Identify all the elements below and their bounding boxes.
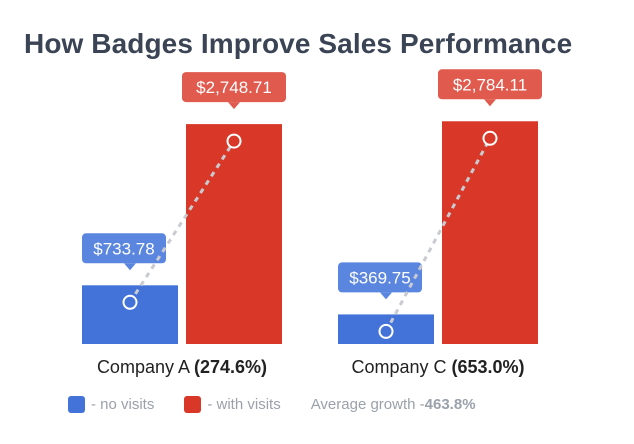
bar-with-visits-0 bbox=[186, 124, 282, 344]
legend-label-with-visits: - with visits bbox=[207, 396, 281, 413]
value-label-bg-0-0 bbox=[82, 233, 166, 264]
value-label-bg-0-1 bbox=[338, 262, 422, 293]
legend-label-no-visits: - no visits bbox=[91, 396, 155, 413]
value-label-pointer-0-0 bbox=[124, 263, 136, 271]
bar-no-visits-0 bbox=[82, 285, 178, 344]
value-label-pointer-1-1 bbox=[484, 99, 496, 107]
growth-connector-0 bbox=[128, 140, 236, 304]
value-label-1-1: $2,784.11 bbox=[453, 75, 527, 94]
legend-swatch-with-visits bbox=[184, 396, 202, 413]
average-growth-label: Average growth - bbox=[310, 396, 425, 413]
value-label-0-1: $369.75 bbox=[349, 268, 410, 287]
value-label-0-0: $733.78 bbox=[93, 239, 154, 258]
legend: - no visits - with visits Average growth… bbox=[68, 396, 476, 413]
growth-point-0-1 bbox=[378, 323, 394, 339]
value-label-pointer-1-0 bbox=[228, 102, 240, 110]
value-label-1-0: $2,748.71 bbox=[196, 78, 272, 97]
value-label-pointer-0-1 bbox=[380, 292, 392, 300]
chart-title: How Badges Improve Sales Performance bbox=[24, 28, 573, 59]
average-growth-value: 463.8% bbox=[424, 396, 476, 413]
growth-point-0-0 bbox=[122, 294, 138, 310]
legend-item-no-visits: - no visits bbox=[68, 396, 154, 413]
category-label-0: Company A (274.6%) bbox=[97, 357, 267, 377]
bar-with-visits-1 bbox=[442, 121, 538, 344]
growth-point-1-0 bbox=[226, 133, 242, 149]
growth-point-1-1 bbox=[482, 130, 498, 146]
average-growth: Average growth - 463.8% bbox=[311, 396, 476, 413]
growth-connector-1 bbox=[384, 137, 492, 333]
legend-swatch-no-visits bbox=[68, 396, 85, 413]
value-label-bg-1-1 bbox=[438, 69, 542, 100]
category-label-1: Company C (653.0%) bbox=[351, 357, 524, 377]
value-label-bg-1-0 bbox=[182, 72, 286, 103]
legend-item-with-visits: - with visits bbox=[184, 396, 281, 413]
